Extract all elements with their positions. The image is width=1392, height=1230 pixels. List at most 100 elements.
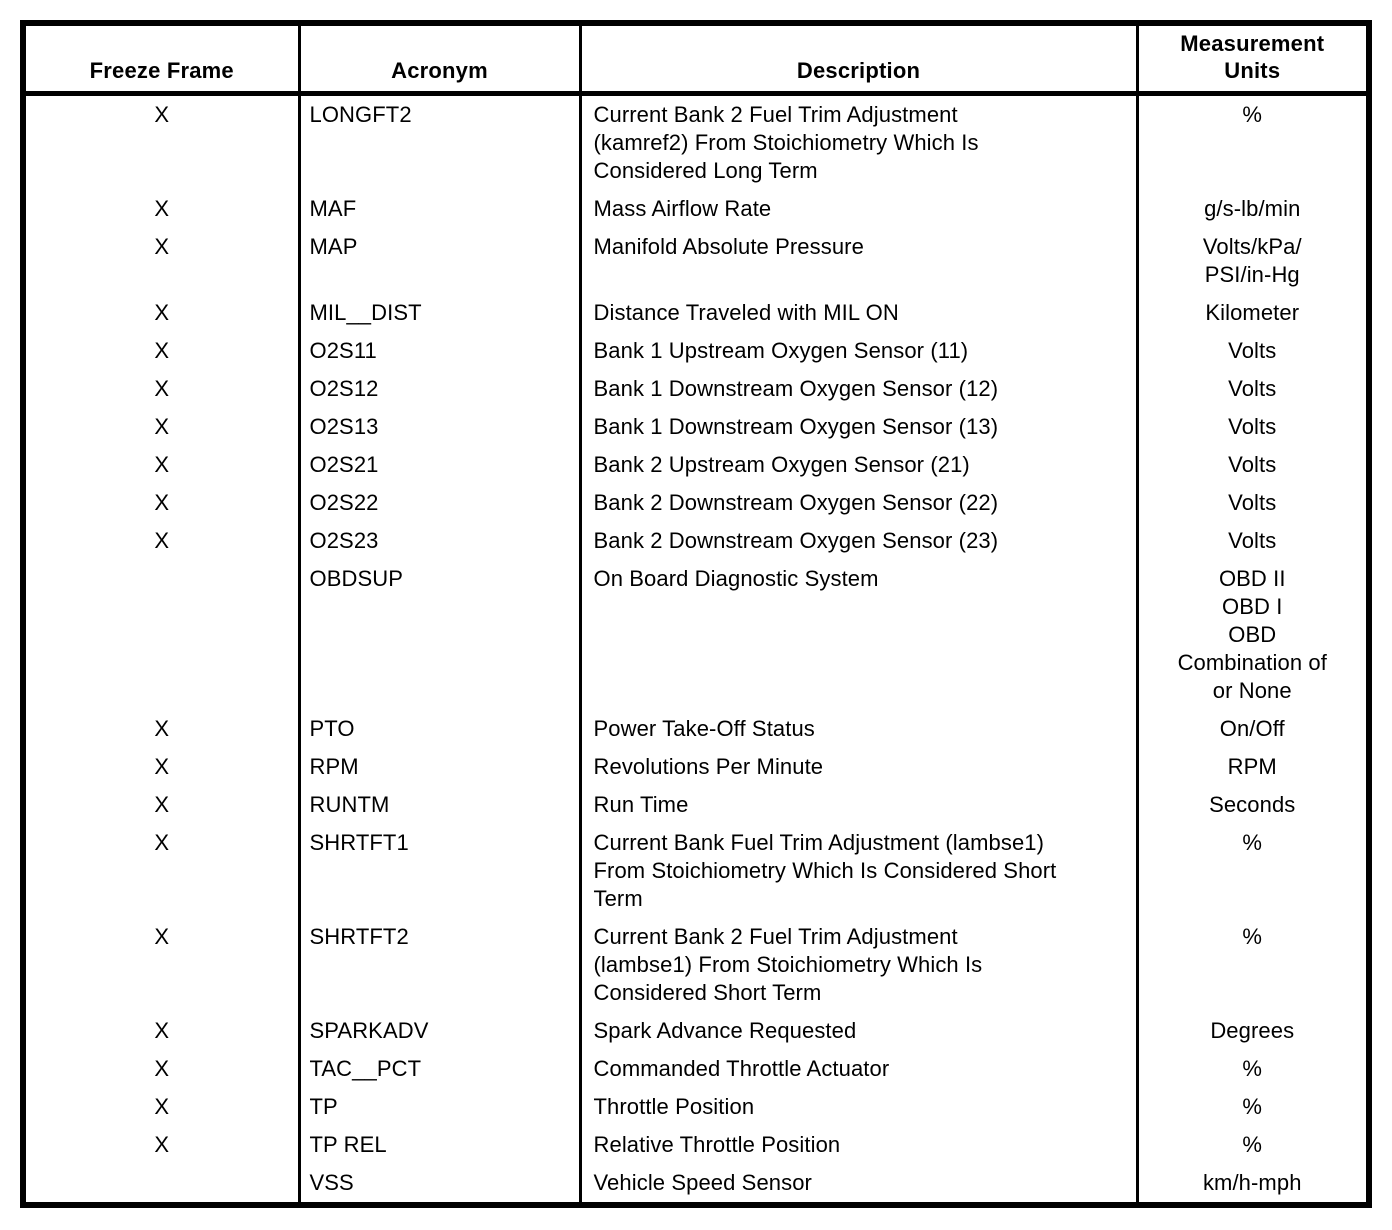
- description-cell: Spark Advance Requested: [578, 1012, 1137, 1050]
- table-header-row: Freeze Frame Acronym Description Measure…: [23, 23, 1369, 96]
- column-header-measurement-units: Measurement Units: [1135, 23, 1369, 96]
- description-cell: On Board Diagnostic System: [578, 560, 1137, 710]
- description-cell: Relative Throttle Position: [578, 1126, 1137, 1164]
- acronym-cell: O2S23: [297, 522, 580, 560]
- acronym-cell: O2S22: [297, 484, 580, 522]
- freeze-frame-cell: X: [154, 1094, 170, 1119]
- freeze-frame-cell: X: [154, 1018, 170, 1043]
- column-header-description: Description: [578, 23, 1137, 96]
- units-cell: g/s-lb/min: [1135, 190, 1369, 228]
- acronym-cell: PTO: [297, 710, 580, 748]
- description-cell: Bank 1 Downstream Oxygen Sensor (12): [578, 370, 1137, 408]
- freeze-frame-cell: X: [154, 1132, 170, 1157]
- description-cell: Bank 2 Downstream Oxygen Sensor (23): [578, 522, 1137, 560]
- acronym-cell: OBDSUP: [297, 560, 580, 710]
- acronym-cell: MAP: [297, 228, 580, 294]
- description-cell: Throttle Position: [578, 1088, 1137, 1126]
- units-cell: Volts: [1135, 484, 1369, 522]
- acronym-cell: SHRTFT2: [297, 918, 580, 1012]
- units-cell: %: [1135, 1050, 1369, 1088]
- table-row: X MIL__DIST Distance Traveled with MIL ON K…: [23, 294, 1369, 332]
- acronym-cell: O2S11: [297, 332, 580, 370]
- freeze-frame-parameters-table: Freeze Frame Acronym Description Measure…: [20, 20, 1372, 1208]
- freeze-frame-cell: X: [154, 234, 170, 259]
- table-row: X O2S21 Bank 2 Upstream Oxygen Sensor (21)…: [23, 446, 1369, 484]
- description-cell: Run Time: [578, 786, 1137, 824]
- acronym-cell: MIL__DIST: [297, 294, 580, 332]
- table-row: X O2S11 Bank 1 Upstream Oxygen Sensor (11)…: [23, 332, 1369, 370]
- table-row: X O2S12 Bank 1 Downstream Oxygen Sensor (1…: [23, 370, 1369, 408]
- units-cell: On/Off: [1135, 710, 1369, 748]
- freeze-frame-cell: X: [154, 924, 170, 949]
- column-header-acronym: Acronym: [297, 23, 580, 96]
- acronym-cell: TP REL: [297, 1126, 580, 1164]
- freeze-frame-cell: X: [154, 716, 170, 741]
- acronym-cell: LONGFT2: [297, 93, 580, 190]
- acronym-cell: RPM: [297, 748, 580, 786]
- freeze-frame-cell: X: [154, 1056, 170, 1081]
- description-cell: Power Take-Off Status: [578, 710, 1137, 748]
- units-cell: Volts: [1135, 446, 1369, 484]
- units-cell: Volts: [1135, 332, 1369, 370]
- units-cell: %: [1135, 1126, 1369, 1164]
- acronym-cell: O2S13: [297, 408, 580, 446]
- freeze-frame-cell: X: [154, 376, 170, 401]
- table-row: X TP REL Relative Throttle Position%: [23, 1126, 1369, 1164]
- description-cell: Current Bank 2 Fuel Trim Adjustment (lam…: [578, 918, 1137, 1012]
- description-cell: Bank 1 Upstream Oxygen Sensor (11): [578, 332, 1137, 370]
- units-cell: Degrees: [1135, 1012, 1369, 1050]
- acronym-cell: SPARKADV: [297, 1012, 580, 1050]
- units-cell: %: [1135, 93, 1369, 190]
- table-row: X MAP Manifold Absolute Pressure Volts/kPa/…: [23, 228, 1369, 294]
- table-row: X RPM Revolutions Per Minute RPM: [23, 748, 1369, 786]
- freeze-frame-cell: X: [154, 102, 170, 127]
- units-cell: Volts: [1135, 522, 1369, 560]
- freeze-frame-cell: X: [154, 300, 170, 325]
- units-cell: RPM: [1135, 748, 1369, 786]
- description-cell: Commanded Throttle Actuator: [578, 1050, 1137, 1088]
- units-cell: km/h-mph: [1135, 1164, 1369, 1205]
- freeze-frame-cell: [23, 560, 299, 710]
- description-cell: Bank 1 Downstream Oxygen Sensor (13): [578, 408, 1137, 446]
- table-row: OBDSUP On Board Diagnostic System OBD II O…: [23, 560, 1369, 710]
- units-cell: %: [1135, 918, 1369, 1012]
- description-cell: Revolutions Per Minute: [578, 748, 1137, 786]
- description-cell: Mass Airflow Rate: [578, 190, 1137, 228]
- freeze-frame-cell: X: [154, 196, 170, 221]
- freeze-frame-cell: X: [154, 490, 170, 515]
- units-cell: Seconds: [1135, 786, 1369, 824]
- freeze-frame-cell: X: [154, 754, 170, 779]
- table-row: X TAC__PCT Commanded Throttle Actuator%: [23, 1050, 1369, 1088]
- table-row: X MAF Mass Airflow Rate g/s-lb/min: [23, 190, 1369, 228]
- table-row: X O2S13 Bank 1 Downstream Oxygen Sensor (1…: [23, 408, 1369, 446]
- table-body: X LONGFT2 Current Bank 2 Fuel Trim Adjustm…: [23, 93, 1369, 1205]
- acronym-cell: SHRTFT1: [297, 824, 580, 918]
- freeze-frame-cell: X: [154, 452, 170, 477]
- acronym-cell: O2S21: [297, 446, 580, 484]
- acronym-cell: VSS: [297, 1164, 580, 1205]
- acronym-cell: TAC__PCT: [297, 1050, 580, 1088]
- table-header: Freeze Frame Acronym Description Measure…: [23, 23, 1369, 96]
- freeze-frame-cell: X: [154, 338, 170, 363]
- description-cell: Bank 2 Downstream Oxygen Sensor (22): [578, 484, 1137, 522]
- table-row: X SHRTFT2 Current Bank 2 Fuel Trim Adjustm…: [23, 918, 1369, 1012]
- table-row: VSS Vehicle Speed Sensor km/h-mph: [23, 1164, 1369, 1205]
- table-row: X SPARKADV Spark Advance Requested Degrees: [23, 1012, 1369, 1050]
- freeze-frame-cell: X: [154, 414, 170, 439]
- table-row: X LONGFT2 Current Bank 2 Fuel Trim Adjustm…: [23, 93, 1369, 190]
- freeze-frame-cell: [23, 1164, 299, 1205]
- description-cell: Vehicle Speed Sensor: [578, 1164, 1137, 1205]
- freeze-frame-cell: X: [154, 528, 170, 553]
- freeze-frame-cell: X: [154, 830, 170, 855]
- units-cell: Kilometer: [1135, 294, 1369, 332]
- column-header-freeze-frame: Freeze Frame: [23, 23, 299, 96]
- units-cell: OBD II OBD I OBD Combination of or None: [1135, 560, 1369, 710]
- acronym-cell: MAF: [297, 190, 580, 228]
- table-row: X SHRTFT1 Current Bank Fuel Trim Adjustmen…: [23, 824, 1369, 918]
- description-cell: Bank 2 Upstream Oxygen Sensor (21): [578, 446, 1137, 484]
- description-cell: Distance Traveled with MIL ON: [578, 294, 1137, 332]
- acronym-cell: O2S12: [297, 370, 580, 408]
- table-row: X RUNTM Run Time Seconds: [23, 786, 1369, 824]
- freeze-frame-cell: X: [154, 792, 170, 817]
